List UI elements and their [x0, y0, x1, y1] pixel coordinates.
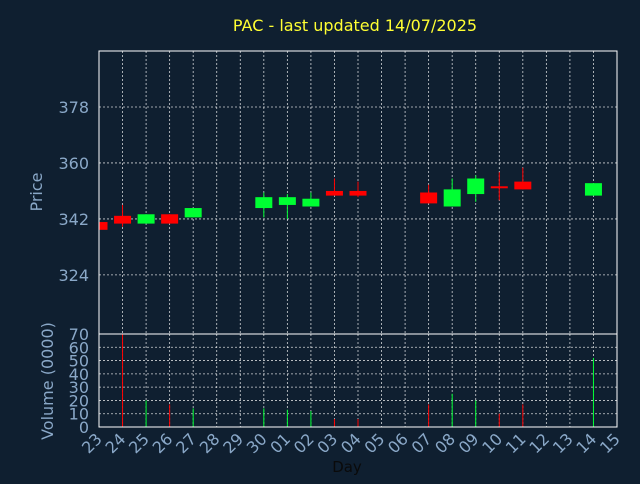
volume-panel-frame — [98, 333, 618, 428]
volume-tick-label: 30 — [69, 378, 89, 397]
chart-title: PAC - last updated 14/07/2025 — [233, 16, 477, 35]
volume-tick-label: 20 — [69, 391, 89, 410]
price-tick-label: 360 — [58, 154, 89, 173]
candle-body — [514, 181, 532, 190]
candle-body — [420, 192, 438, 204]
candle-body — [161, 214, 179, 224]
candle-body — [349, 190, 367, 196]
volume-tick-label: 60 — [69, 338, 89, 357]
price-axis-label: Price — [27, 172, 46, 211]
volume-tick-label: 10 — [69, 405, 89, 424]
price-tick-label: 324 — [58, 266, 89, 285]
volume-tick-label: 40 — [69, 365, 89, 384]
candle-body — [302, 198, 320, 207]
candle-body — [278, 197, 296, 205]
volume-tick-label: 70 — [69, 325, 89, 344]
x-axis-ticks: 2324252627282930010203040506070809101112… — [78, 429, 624, 457]
candle-body — [443, 189, 461, 207]
price-tick-label: 342 — [58, 210, 89, 229]
candle-body — [467, 178, 485, 195]
candle-body — [255, 197, 273, 209]
volume-tick-label: 0 — [79, 418, 89, 437]
candle-body — [490, 186, 508, 189]
candle-body — [184, 208, 202, 218]
candle-body — [325, 190, 343, 196]
candles — [99, 167, 602, 230]
volume-axis-label: Volume (0000) — [38, 322, 57, 440]
x-axis-label: Day — [332, 458, 362, 476]
candle-body — [137, 214, 155, 224]
volume-tick-label: 50 — [69, 352, 89, 371]
candle-body — [584, 183, 602, 196]
candle-body — [99, 222, 108, 230]
price-tick-label: 378 — [58, 98, 89, 117]
candle-body — [114, 215, 132, 224]
price-panel: 324 342 360 378 — [58, 50, 618, 335]
